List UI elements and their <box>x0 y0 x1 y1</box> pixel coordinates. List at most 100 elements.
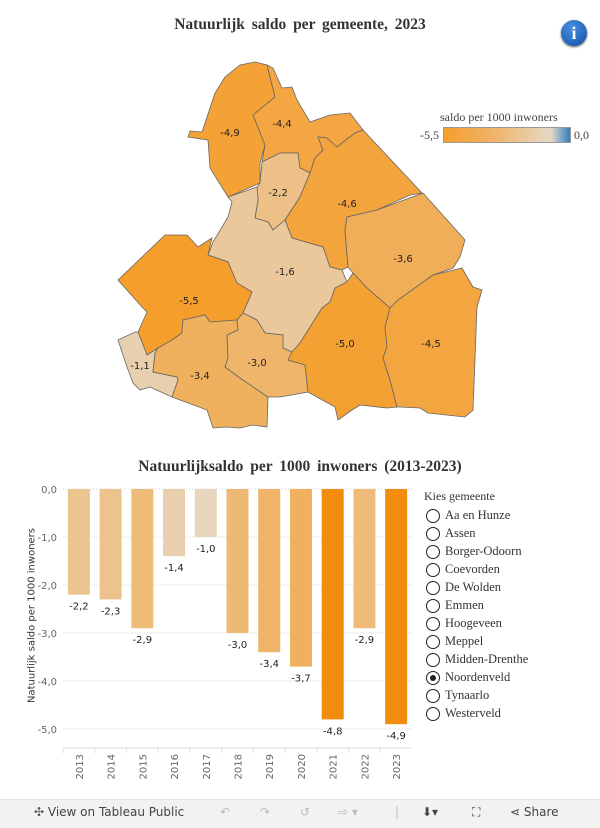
filter-option-tynaarlo[interactable]: Tynaarlo <box>426 688 600 706</box>
bar-chart: 0,0 -1,0 -2,0 -3,0 -4,0 -5,0 -2,2 2013 -2,3 2014 -… <box>37 485 412 779</box>
radio-icon[interactable] <box>426 617 440 631</box>
fullscreen-icon[interactable]: ⛶ <box>472 805 481 819</box>
filter-option-midden-drenthe[interactable]: Midden-Drenthe <box>426 652 600 670</box>
filter-option-label: Assen <box>445 526 476 540</box>
filter-option-label: Westerveld <box>445 706 501 720</box>
region-label: -5,5 <box>179 296 199 307</box>
bar-2018[interactable] <box>226 489 249 633</box>
filter-option-hoogeveen[interactable]: Hoogeveen <box>426 616 600 634</box>
bar-2015[interactable] <box>131 489 154 629</box>
map: -4,9 -4,4 -2,2 -4,6 -1,6 -3,6 -5,5 -1,1 -3,4 -3,0… <box>117 61 483 429</box>
bar-2022[interactable] <box>353 489 376 629</box>
region-emmen[interactable] <box>382 267 483 418</box>
legend-color-ramp <box>443 127 571 143</box>
bar-2014[interactable] <box>99 489 122 600</box>
region-label: -4,6 <box>337 199 357 210</box>
x-tick-label: 2022 <box>360 754 371 779</box>
undo-icon[interactable]: ↶ <box>220 805 231 819</box>
refresh-icon[interactable]: ⇨ ▾ <box>338 805 358 819</box>
bar-2023[interactable] <box>385 489 408 725</box>
x-tick-label: 2020 <box>297 754 308 779</box>
data-label: -4,9 <box>386 731 406 742</box>
filter-option-label: De Wolden <box>445 580 502 594</box>
view-on-tableau-button[interactable]: ✣ View on Tableau Public <box>34 805 185 819</box>
data-label: -1,4 <box>164 563 184 574</box>
region-label: -4,5 <box>421 339 441 350</box>
divider: | <box>395 805 400 819</box>
data-label: -2,3 <box>101 606 121 617</box>
radio-icon[interactable] <box>426 689 440 703</box>
radio-icon[interactable] <box>426 635 440 649</box>
filter-option-de-wolden[interactable]: De Wolden <box>426 580 600 598</box>
revert-icon[interactable]: ↺ <box>300 805 311 819</box>
bar-2021[interactable] <box>321 489 344 720</box>
filter-option-meppel[interactable]: Meppel <box>426 634 600 652</box>
region-label: -3,6 <box>393 254 413 265</box>
x-tick-label: 2021 <box>329 754 340 779</box>
filter-option-coevorden[interactable]: Coevorden <box>426 562 600 580</box>
y-tick-label: -1,0 <box>37 533 57 544</box>
region-label: -4,9 <box>220 128 240 139</box>
bar-2017[interactable] <box>194 489 217 537</box>
region-label: -4,4 <box>272 119 292 130</box>
region-label: -3,4 <box>190 371 210 382</box>
filter-option-label: Meppel <box>445 634 484 648</box>
radio-icon[interactable] <box>426 599 440 613</box>
x-tick-label: 2023 <box>392 754 403 779</box>
data-label: -2,9 <box>133 635 153 646</box>
region-label: -3,0 <box>247 358 267 369</box>
radio-icon[interactable] <box>426 581 440 595</box>
region-label: -1,6 <box>275 267 295 278</box>
data-label: -1,0 <box>196 544 216 555</box>
y-tick-label: -3,0 <box>37 629 57 640</box>
download-icon[interactable]: ⬇▾ <box>422 805 439 819</box>
radio-icon[interactable] <box>426 527 440 541</box>
legend-min-label: -5,5 <box>420 128 439 142</box>
x-tick-label: 2018 <box>234 754 245 779</box>
y-tick-label: -4,0 <box>37 677 57 688</box>
y-tick-label: 0,0 <box>41 485 57 496</box>
toolbar: ✣ View on Tableau Public ↶ ↷ ↺ ⇨ ▾ | ⬇▾ … <box>0 799 600 828</box>
filter-option-label: Borger-Odoorn <box>445 544 522 558</box>
filter-title: Kies gemeente <box>424 489 495 503</box>
redo-icon[interactable]: ↷ <box>260 805 271 819</box>
filter-option-aa-en-hunze[interactable]: Aa en Hunze <box>426 508 600 526</box>
bar-2013[interactable] <box>67 489 90 595</box>
map-title: Natuurlijk saldo per gemeente, 2023 <box>174 16 426 33</box>
share-icon: ⋖ <box>510 805 521 819</box>
filter-option-assen[interactable]: Assen <box>426 526 600 544</box>
data-label: -3,0 <box>228 640 248 651</box>
filter-option-noordenveld[interactable]: Noordenveld <box>426 670 600 688</box>
region-label: -2,2 <box>268 188 288 199</box>
filter-option-label: Emmen <box>445 598 484 612</box>
bar-2016[interactable] <box>163 489 186 557</box>
filter-option-westerveld[interactable]: Westerveld <box>426 706 600 724</box>
radio-icon[interactable] <box>426 707 440 721</box>
x-tick-label: 2016 <box>170 754 181 779</box>
data-label: -2,9 <box>355 635 375 646</box>
bar-2019[interactable] <box>258 489 281 653</box>
radio-icon[interactable] <box>426 545 440 559</box>
x-tick-label: 2014 <box>107 754 118 779</box>
share-button[interactable]: ⋖ Share <box>510 805 559 819</box>
data-label: -3,4 <box>259 659 279 670</box>
radio-icon[interactable] <box>426 509 440 523</box>
legend-max-label: 0,0 <box>574 128 589 142</box>
filter-option-label: Tynaarlo <box>445 688 490 702</box>
y-tick-label: -2,0 <box>37 581 57 592</box>
filter-option-label: Hoogeveen <box>445 616 502 630</box>
radio-icon[interactable] <box>426 653 440 667</box>
radio-icon[interactable] <box>426 671 440 685</box>
info-icon[interactable]: i <box>561 20 587 46</box>
chart-title: Natuurlijksaldo per 1000 inwoners (2013-… <box>138 458 462 475</box>
data-label: -3,7 <box>291 674 311 685</box>
radio-icon[interactable] <box>426 563 440 577</box>
filter-option-label: Coevorden <box>445 562 500 576</box>
filter-option-emmen[interactable]: Emmen <box>426 598 600 616</box>
tableau-logo-icon: ✣ <box>34 805 45 819</box>
bar-2020[interactable] <box>289 489 312 667</box>
data-label: -4,8 <box>323 726 343 737</box>
filter-option-borger-odoorn[interactable]: Borger-Odoorn <box>426 544 600 562</box>
x-tick-label: 2017 <box>202 754 213 779</box>
region-label: -1,1 <box>130 361 150 372</box>
